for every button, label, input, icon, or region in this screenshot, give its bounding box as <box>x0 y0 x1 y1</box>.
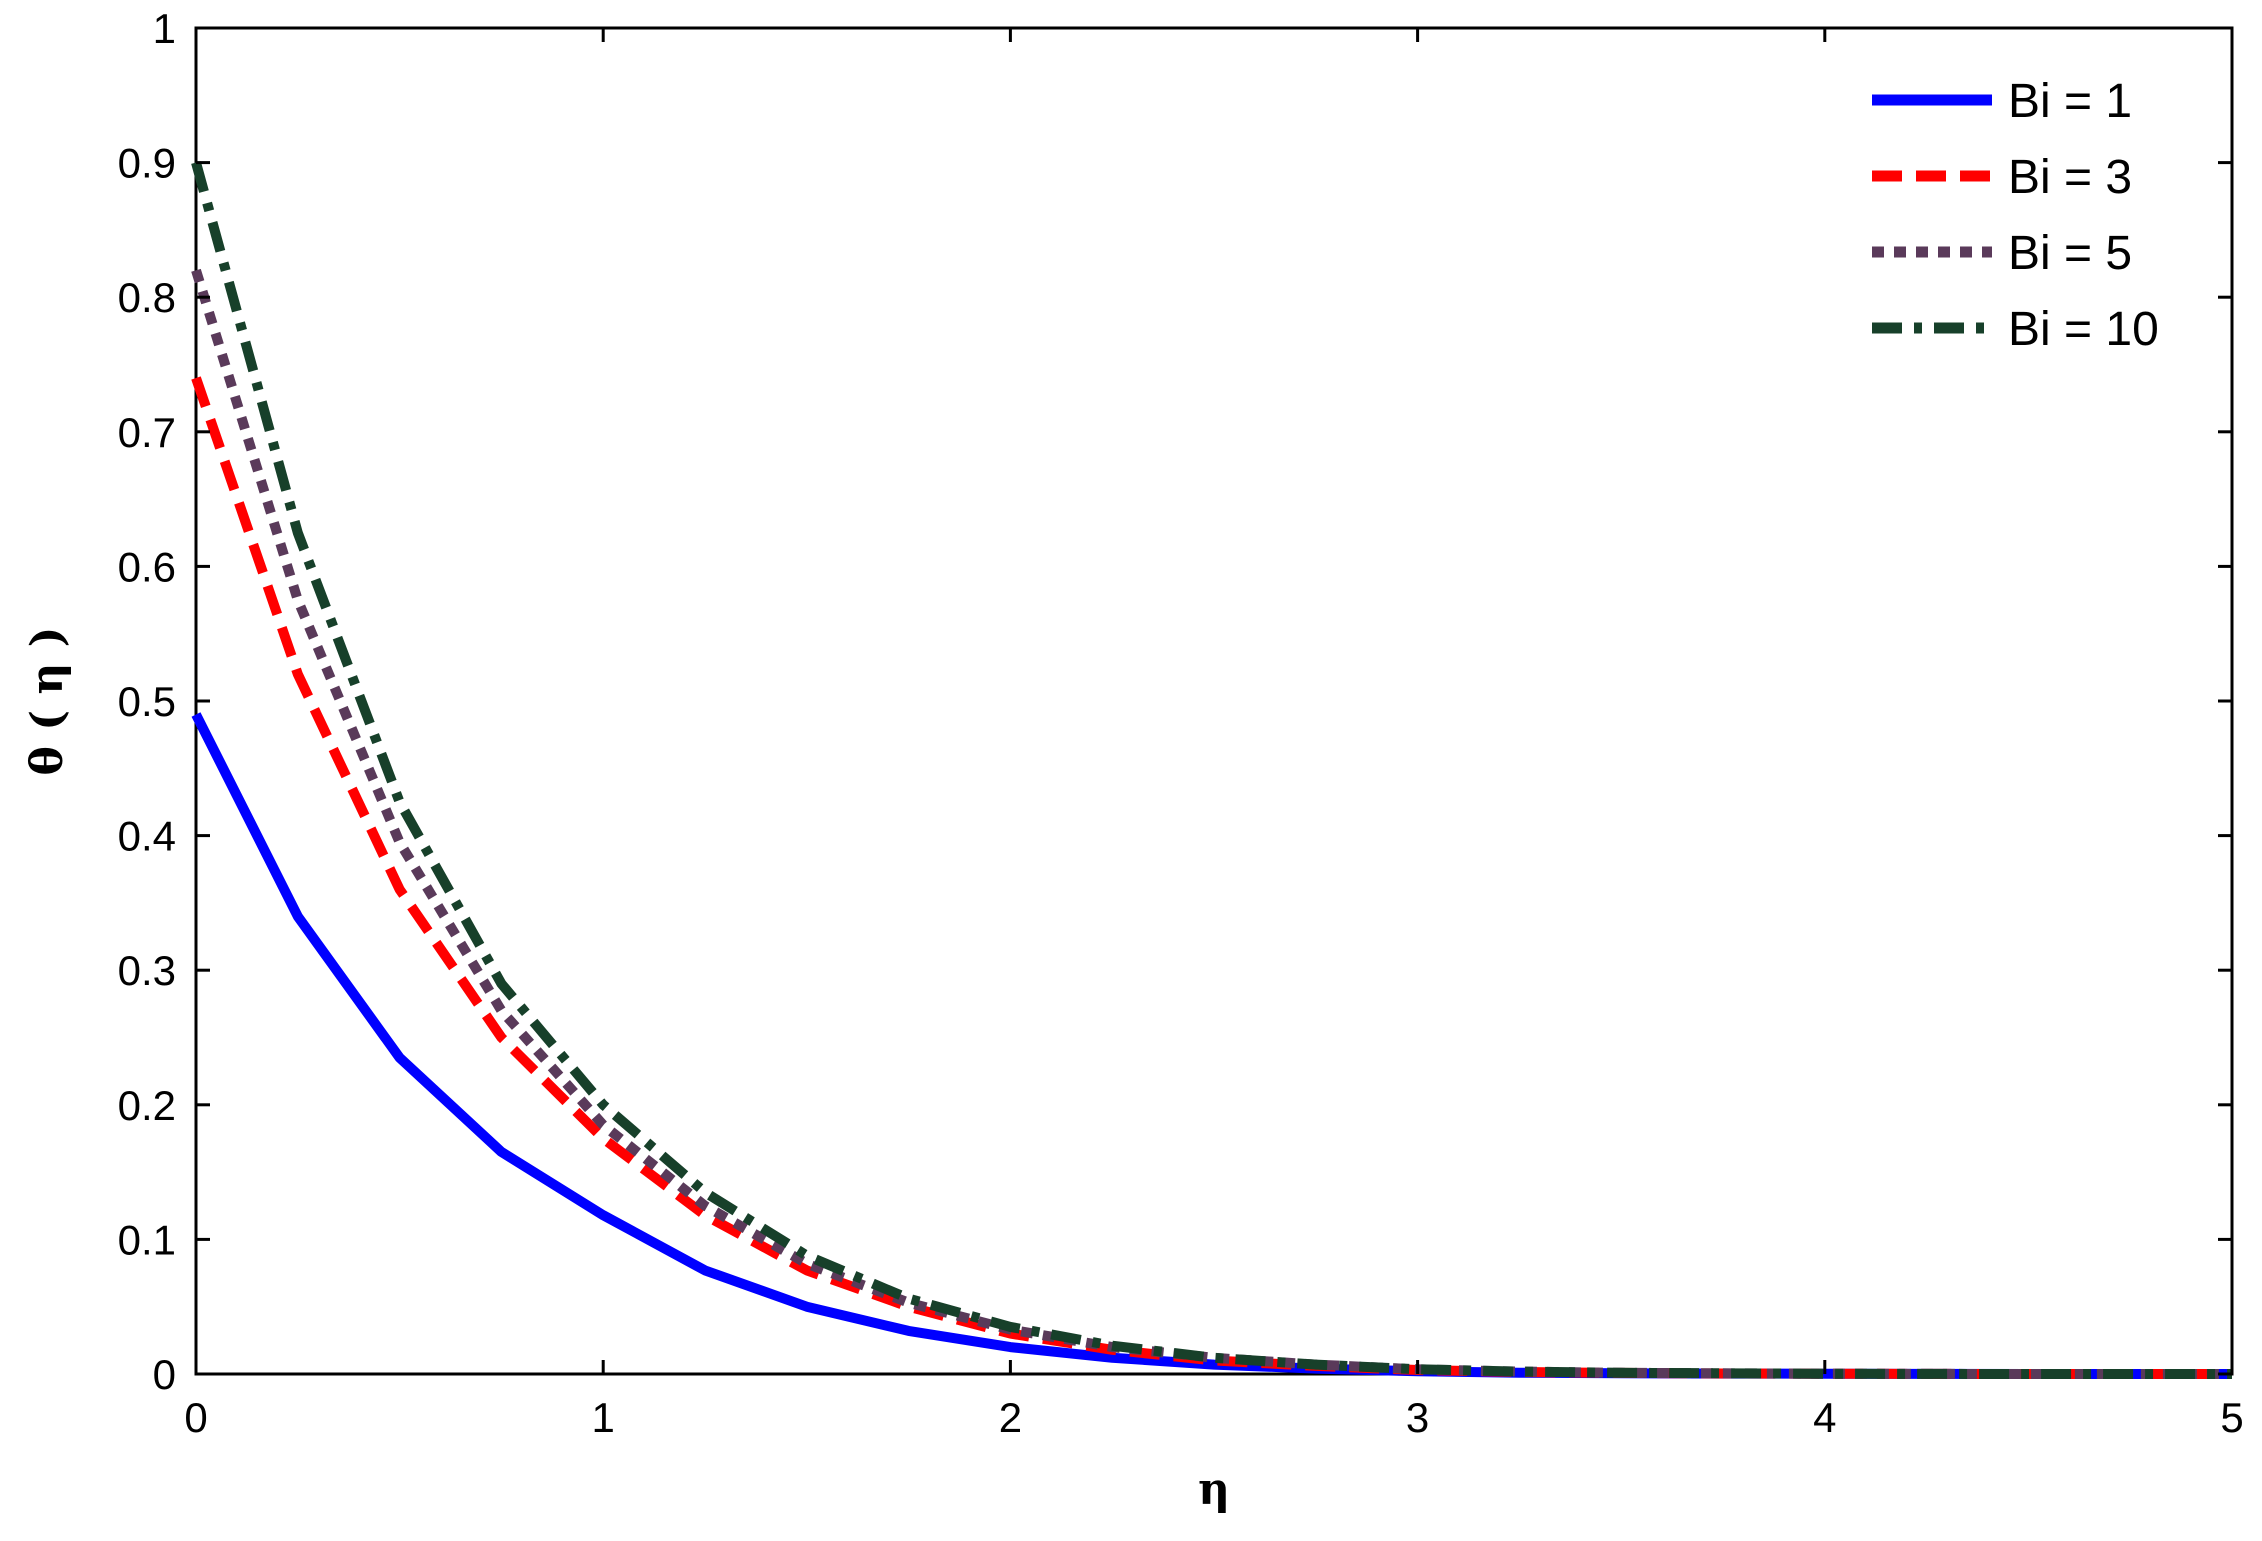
x-tick-label: 2 <box>999 1394 1022 1441</box>
series-line-2 <box>191 376 2232 1379</box>
series-line-4 <box>191 161 2232 1379</box>
y-axis-label: θ ( η ) <box>22 627 73 776</box>
y-tick-label: 0.7 <box>118 409 176 456</box>
y-tick-label: 0.2 <box>118 1082 176 1129</box>
y-tick-label: 0.6 <box>118 543 176 590</box>
x-axis-label: η <box>1198 1464 1230 1515</box>
y-tick-label: 0.3 <box>118 947 176 994</box>
y-tick-label: 1 <box>153 5 176 52</box>
x-tick-label: 5 <box>2220 1394 2243 1441</box>
x-tick-label: 3 <box>1406 1394 1429 1441</box>
plot-frame <box>194 26 2234 1376</box>
legend-label-2: Bi = 3 <box>2008 151 2132 204</box>
y-tick-label: 0 <box>153 1351 176 1398</box>
legend-label-4: Bi = 10 <box>2008 303 2159 356</box>
y-tick-label: 0.5 <box>118 678 176 725</box>
y-tick-label: 0.8 <box>118 274 176 321</box>
y-tick-label: 0.1 <box>118 1216 176 1263</box>
legend: Bi = 1 Bi = 3 Bi = 5 Bi = 10 <box>1872 75 2159 356</box>
ticks-layer: 0 1 2 3 4 5 0 0.1 0.2 0.3 0.4 0.5 0.6 0.7 0.8 0.9 1 <box>118 5 2244 1441</box>
x-tick-label: 1 <box>592 1394 615 1441</box>
y-tick-label: 0.9 <box>118 140 176 187</box>
legend-label-3: Bi = 5 <box>2008 227 2132 280</box>
y-tick-label: 0.4 <box>118 813 176 860</box>
series-layer <box>191 161 2232 1379</box>
legend-label-1: Bi = 1 <box>2008 75 2132 128</box>
x-tick-label: 0 <box>184 1394 207 1441</box>
plot-area <box>194 26 2234 1376</box>
x-tick-label: 4 <box>1813 1394 1836 1441</box>
